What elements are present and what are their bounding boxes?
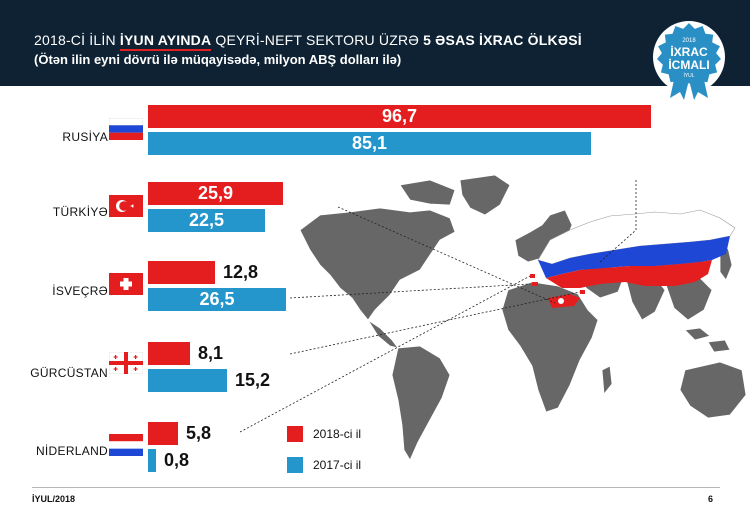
bar-2017 (148, 288, 286, 311)
title-bold: 5 ƏSAS İXRAC ÖLKƏSİ (423, 32, 582, 48)
footer-divider (32, 487, 720, 488)
legend-swatch-2018 (287, 426, 303, 442)
bar-2018 (148, 422, 178, 445)
badge-year: 2018 (682, 38, 696, 44)
bar-2017 (148, 369, 227, 392)
data-label-2017: 26,5 (199, 289, 235, 309)
russia-flag-icon (109, 118, 143, 140)
ribbon-badge-icon: 2018 İXRAC İCMALI İYUL (653, 20, 725, 100)
data-label-2017: 0,8 (164, 450, 190, 470)
data-label-2017: 85,1 (351, 133, 388, 153)
bar-2017 (148, 209, 265, 232)
world-map-icon (299, 174, 747, 461)
legend-swatch-2017 (287, 457, 303, 473)
header-banner: 2018-Cİ İLİN İYUN AYINDA QEYRİ-NEFT SEKT… (0, 0, 750, 86)
bar-2018 (148, 261, 215, 284)
bar-2018 (148, 105, 651, 128)
netherlands-flag-icon (109, 434, 143, 456)
bar-2018 (148, 182, 283, 205)
page-subtitle: (Ötən ilin eyni dövrü ilə müqayisədə, mi… (34, 52, 402, 67)
badge-month: İYUL (683, 72, 694, 79)
data-label-2018: 5,8 (186, 423, 212, 443)
page-title: 2018-Cİ İLİN İYUN AYINDA QEYRİ-NEFT SEKT… (34, 32, 582, 51)
bar-2017 (148, 132, 591, 155)
georgia-flag-icon (109, 352, 143, 374)
data-label-2018: 25,9 (197, 183, 234, 203)
data-label-2017: 22,5 (188, 210, 225, 230)
country-label: İSVEÇRƏ (52, 284, 108, 298)
data-label-2018: 96,7 (381, 106, 418, 126)
country-label: GÜRCÜSTAN (30, 366, 108, 380)
title-prefix: 2018-Cİ İLİN (34, 32, 120, 48)
bar-2018 (148, 342, 190, 365)
badge-line2: İCMALI (668, 57, 709, 72)
country-label: RUSİYA (62, 130, 108, 144)
page-number: 6 (708, 494, 714, 504)
switzerland-flag-icon (109, 273, 143, 295)
footer-date: İYUL/2018 (32, 494, 76, 504)
country-label: NİDERLAND (35, 444, 108, 458)
legend-label-2017: 2017-ci il (313, 458, 362, 472)
turkey-flag-icon (109, 195, 143, 217)
data-label-2018: 12,8 (223, 262, 259, 282)
badge-line1: İXRAC (670, 44, 708, 59)
title-highlight: İYUN AYINDA (119, 32, 212, 51)
bar-2017 (148, 449, 156, 472)
data-label-2018: 8,1 (198, 343, 224, 363)
data-label-2017: 15,2 (235, 370, 271, 390)
country-label: TÜRKİYƏ (52, 205, 108, 219)
legend-label-2018: 2018-ci il (313, 427, 362, 441)
title-middle: QEYRİ-NEFT SEKTORU ÜZRƏ (211, 32, 424, 48)
